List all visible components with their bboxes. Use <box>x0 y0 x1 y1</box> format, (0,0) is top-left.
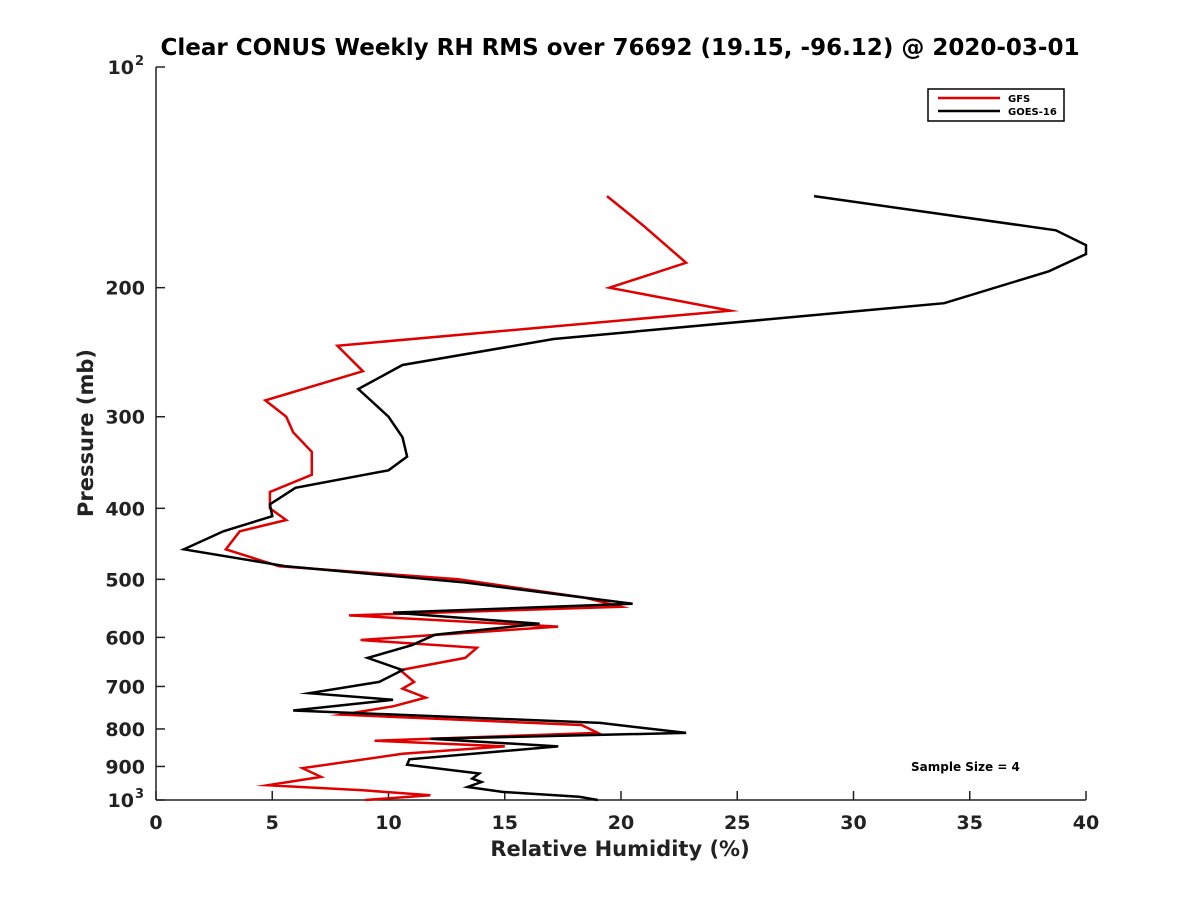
y-tick-exponent: 3 <box>135 787 144 802</box>
y-tick-label: 700 <box>105 676 145 698</box>
y-tick-exponent: 2 <box>135 54 144 69</box>
x-tick-label: 35 <box>957 812 983 834</box>
x-tick-label: 0 <box>149 812 162 834</box>
x-tick-label: 30 <box>840 812 866 834</box>
series-line-goes-16 <box>179 194 1088 802</box>
x-tick-label: 10 <box>375 812 401 834</box>
sample-size-annotation: Sample Size = 4 <box>911 760 1020 774</box>
chart-title: Clear CONUS Weekly RH RMS over 76692 (19… <box>161 35 1080 61</box>
y-tick-label: 500 <box>105 569 145 591</box>
y-tick-label: 600 <box>105 627 145 649</box>
y-tick-label: 400 <box>105 498 145 520</box>
y-tick-label: 800 <box>105 719 145 741</box>
legend-label-goes-16: GOES-16 <box>1008 107 1057 118</box>
legend-label-gfs: GFS <box>1008 94 1030 105</box>
y-tick-label: 200 <box>105 278 145 300</box>
x-tick-label: 25 <box>724 812 750 834</box>
y-axis-label: Pressure (mb) <box>74 349 98 517</box>
y-tick-label: 900 <box>105 756 145 778</box>
x-axis-label: Relative Humidity (%) <box>490 837 749 861</box>
series-line-gfs <box>223 195 740 802</box>
legend-box <box>927 88 1065 122</box>
x-tick-label: 40 <box>1073 812 1099 834</box>
legend: GFS GOES-16 <box>927 88 1065 122</box>
y-tick-label: 300 <box>105 407 145 429</box>
x-tick-label: 15 <box>492 812 518 834</box>
y-tick-label: 10 <box>108 57 134 79</box>
y-tick-label: 10 <box>108 790 134 812</box>
x-tick-label: 20 <box>608 812 634 834</box>
x-tick-label: 5 <box>266 812 279 834</box>
